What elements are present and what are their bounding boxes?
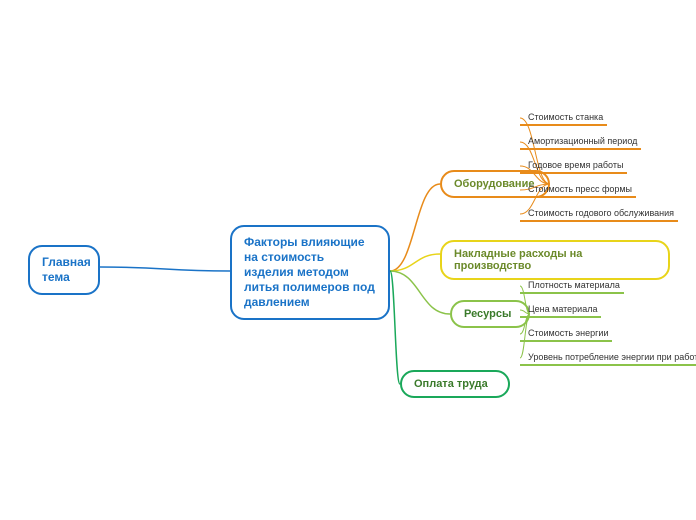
leaf-node: Годовое время работы	[528, 160, 623, 170]
leaf-node: Плотность материала	[528, 280, 620, 290]
root-node: Главная тема	[28, 245, 100, 295]
leaf-underline	[520, 172, 627, 174]
central-node: Факторы влияющие на стоимость изделия ме…	[230, 225, 390, 320]
branch-res: Ресурсы	[450, 300, 530, 328]
leaf-node: Стоимость станка	[528, 112, 603, 122]
leaf-node: Цена материала	[528, 304, 597, 314]
leaf-underline	[520, 220, 678, 222]
leaf-node: Уровень потребление энергии при работе с…	[528, 352, 696, 362]
leaf-underline	[520, 292, 624, 294]
branch-labor: Оплата труда	[400, 370, 510, 398]
leaf-underline	[520, 148, 641, 150]
branch-overhead: Накладные расходы на производство	[440, 240, 670, 280]
leaf-underline	[520, 364, 696, 366]
leaf-node: Амортизационный период	[528, 136, 637, 146]
leaf-underline	[520, 340, 612, 342]
leaf-underline	[520, 316, 601, 318]
leaf-underline	[520, 124, 607, 126]
leaf-node: Стоимость энергии	[528, 328, 608, 338]
leaf-underline	[520, 196, 636, 198]
leaf-node: Стоимость пресс формы	[528, 184, 632, 194]
leaf-node: Стоимость годового обслуживания	[528, 208, 674, 218]
